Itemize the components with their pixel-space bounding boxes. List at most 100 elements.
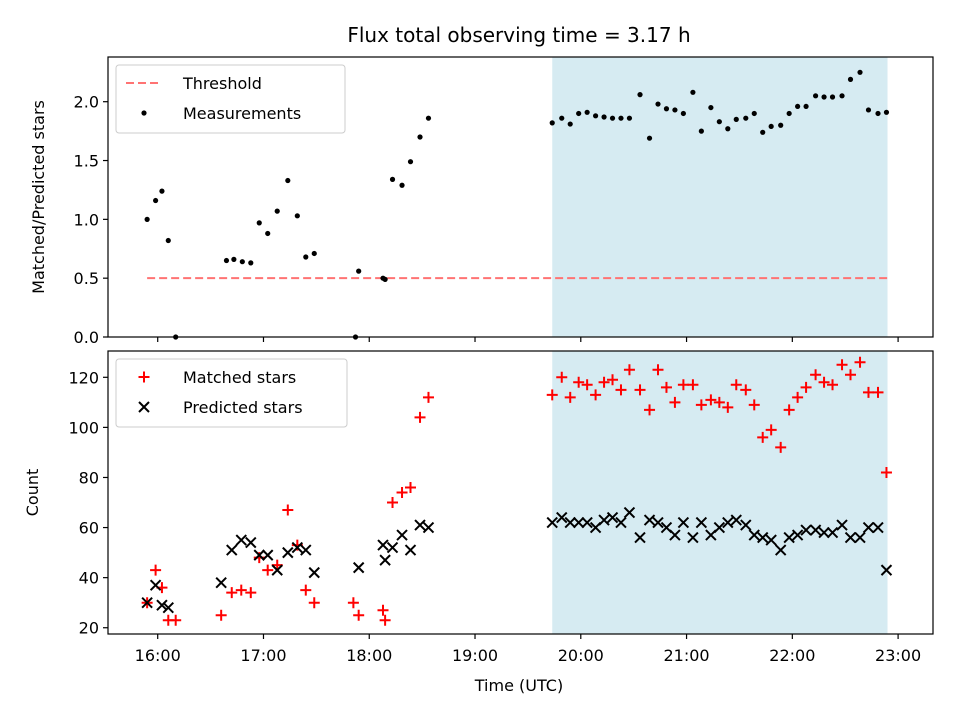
predicted-star-point [598,514,610,526]
measurement-point [857,69,863,75]
predicted-star-point [722,516,734,529]
predicted-star-point [713,521,726,534]
measurement-point [576,110,582,117]
measurement-point [356,268,362,274]
legend-box [115,64,346,134]
chart-title: Flux total observing time = 3.17 h [347,23,690,47]
matched-star-point [652,364,664,376]
predicted-star-point [156,599,168,611]
predicted-star-point [862,521,875,534]
matched-star-point [634,384,646,396]
predicted-star-point [880,564,893,576]
matched-star-point [740,384,752,396]
matched-star-point [845,369,856,381]
matched-star-point [308,597,320,609]
measurement-point [663,106,670,112]
measurement-point [865,107,872,113]
y-tick-label: 0.5 [74,269,99,288]
legend-label: Predicted stars [183,398,303,417]
predicted-star-point [546,516,558,529]
measurement-point [592,113,599,119]
matched-star-point [396,487,408,498]
matched-star-point [598,376,610,388]
measurement-point [165,237,171,244]
predicted-star-point [414,519,426,531]
matched-star-point [226,587,238,599]
measurement-point [265,230,271,237]
measurement-point [875,110,881,117]
measurement-point [708,104,714,111]
predicted-star-point [245,536,257,549]
predicted-star-point [404,544,417,556]
y-tick-label: 2.0 [74,93,99,112]
measurement-point [795,103,801,110]
matched-star-point [215,609,227,621]
measurement-point [733,116,739,122]
predicted-star-point [809,524,822,536]
predicted-star-point [643,514,656,526]
matched-star-point [644,404,656,416]
predicted-star-point [262,549,274,561]
predicted-star-point [854,531,866,544]
measurement-point [223,257,230,264]
matched-star-point [800,381,812,393]
measurement-point [829,94,836,100]
measurement-point [584,109,590,115]
predicted-star-point [581,516,593,529]
predicted-star-point [634,531,646,544]
matched-star-point [687,379,699,391]
matched-star-point [546,389,558,401]
predicted-star-point [669,529,681,541]
measurement-point [680,110,686,117]
predicted-star-point [765,534,777,546]
measurement-point [417,134,423,140]
measurement-point [559,115,565,121]
matched-star-point [660,381,672,393]
predicted-star-point [844,531,857,544]
measurement-point [725,126,731,132]
measurement-point [407,159,414,165]
matched-star-point [282,504,294,516]
x-tick-label: 19:00 [452,646,498,665]
matched-star-point [677,379,689,391]
measurement-point [303,254,309,260]
y-tick-label: 60 [79,519,99,538]
predicted-star-point [226,544,238,556]
x-tick-label: 22:00 [769,646,815,665]
measurement-point [231,256,237,262]
legend-predicted-swatch [138,401,150,413]
matched-star-point [792,391,804,403]
x-tick-label: 16:00 [135,646,181,665]
predicted-star-point [564,516,576,529]
matched-star-point [422,391,434,403]
x-tick-label: 17:00 [240,646,286,665]
matched-star-point [377,604,389,616]
predicted-star-point [572,516,585,529]
matched-star-point [775,441,787,453]
matched-star-point [556,371,568,383]
predicted-star-point [253,549,265,561]
measurement-point [778,122,784,128]
matched-star-point [414,411,426,423]
predicted-star-point [556,511,568,524]
measurement-point [646,135,653,141]
matched-star-point [262,564,274,576]
x-tick-label: 18:00 [346,646,392,665]
axes-frame [107,350,934,635]
matched-star-point [827,379,839,391]
x-axis-label: Time (UTC) [474,676,563,695]
measurement-point [549,120,555,126]
measurement-point [311,250,317,257]
matched-star-point [730,379,742,391]
measurement-point [690,89,696,95]
x-tick-label: 21:00 [664,646,710,665]
measurement-point [425,115,432,121]
predicted-star-point [872,521,884,534]
series-measurements [144,69,890,340]
series-predicted-stars [141,506,893,614]
measurement-point [601,114,607,120]
predicted-star-point [740,519,752,531]
predicted-star-point [377,539,389,551]
y-tick-label: 20 [79,619,99,638]
predicted-star-point [386,541,399,554]
